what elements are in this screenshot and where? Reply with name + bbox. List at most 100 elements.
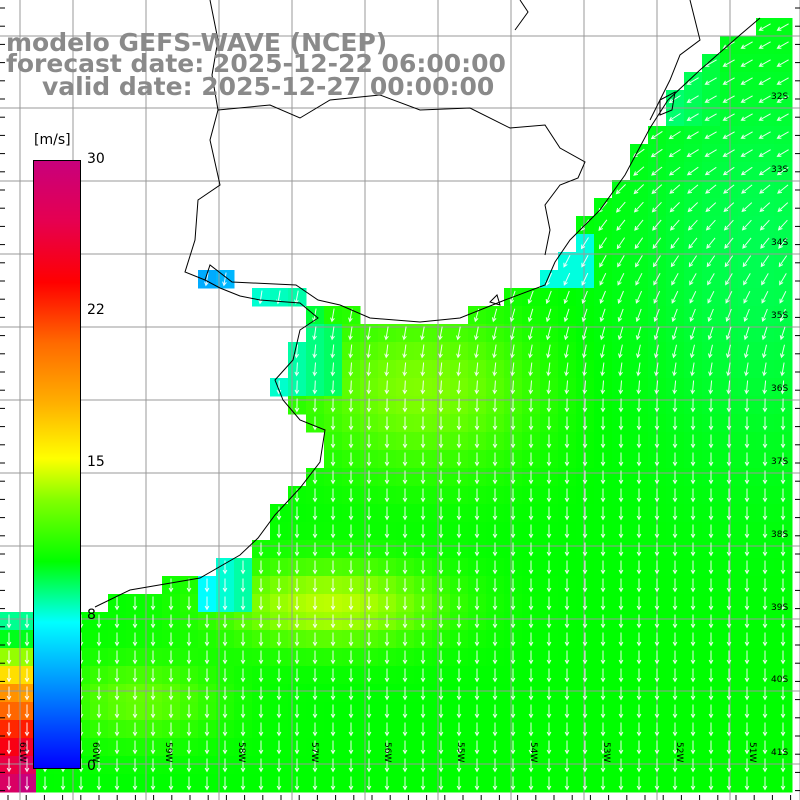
wind-arrow — [456, 740, 462, 755]
wind-arrow — [96, 740, 102, 755]
wind-arrow — [724, 255, 734, 268]
wind-arrow — [686, 95, 699, 103]
wind-arrow — [654, 560, 660, 575]
wind-arrow — [690, 542, 696, 557]
wind-arrow — [564, 452, 570, 467]
wind-arrow — [564, 470, 570, 485]
wind-arrow — [438, 650, 444, 665]
wind-arrow — [722, 166, 735, 176]
wind-arrow — [708, 686, 714, 701]
wind-arrow — [672, 524, 678, 539]
wind-arrow — [686, 131, 699, 139]
wind-arrow — [636, 470, 642, 485]
wind-arrow — [312, 758, 318, 773]
wind-arrow — [366, 380, 372, 395]
wind-arrow — [651, 166, 663, 176]
wind-arrow — [168, 776, 174, 791]
wind-arrow — [618, 344, 623, 359]
wind-arrow — [384, 686, 390, 701]
wind-arrow — [312, 704, 318, 719]
wind-arrow — [366, 398, 372, 413]
wind-arrow — [402, 776, 408, 791]
wind-arrow — [348, 398, 354, 413]
wind-arrow — [564, 704, 570, 719]
wind-arrow — [402, 524, 408, 539]
wind-arrow — [258, 722, 264, 737]
wind-arrow — [726, 686, 732, 701]
wind-arrow — [330, 308, 335, 323]
wind-arrow — [240, 632, 246, 647]
wind-arrow — [114, 614, 120, 629]
wind-arrow — [348, 488, 354, 503]
wind-arrow — [722, 77, 735, 85]
wind-arrow — [546, 362, 551, 377]
wind-arrow — [599, 326, 606, 341]
wind-arrow — [474, 434, 480, 449]
wind-arrow — [384, 416, 390, 431]
wind-arrow — [492, 776, 498, 791]
longitude-label: 53W — [601, 742, 611, 762]
wind-arrow — [779, 326, 786, 341]
wind-arrow — [492, 704, 498, 719]
wind-arrow — [114, 776, 120, 791]
title-forecast-date: forecast date: 2025-12-22 06:00:00 — [6, 49, 506, 78]
wind-arrow — [600, 686, 606, 701]
wind-arrow — [687, 184, 699, 194]
wind-arrow — [600, 704, 606, 719]
wind-arrow — [348, 722, 354, 737]
wind-arrow — [564, 740, 570, 755]
wind-arrow — [456, 614, 462, 629]
wind-arrow — [582, 686, 588, 701]
wind-arrow — [312, 596, 318, 611]
wind-arrow — [780, 614, 786, 629]
coastline-segment — [514, 0, 529, 31]
wind-arrow — [689, 308, 696, 322]
wind-arrow — [776, 149, 789, 157]
wind-arrow — [348, 632, 354, 647]
wind-arrow — [690, 416, 696, 431]
wind-arrow — [779, 290, 787, 304]
wind-arrow — [636, 542, 642, 557]
wind-arrow — [150, 596, 156, 611]
wind-arrow — [618, 362, 623, 377]
wind-arrow — [366, 542, 372, 557]
wind-arrow — [492, 344, 497, 359]
wind-arrow — [384, 632, 390, 647]
wind-arrow — [654, 758, 660, 773]
wind-arrow — [6, 758, 12, 773]
wind-arrow — [704, 131, 717, 139]
wind-arrow — [726, 470, 732, 485]
wind-arrow — [758, 149, 771, 157]
wind-arrow — [636, 578, 642, 593]
wind-arrow — [546, 506, 552, 521]
wind-arrow — [510, 326, 515, 341]
wind-arrow — [708, 380, 714, 395]
wind-arrow — [456, 470, 462, 485]
wind-arrow — [654, 434, 660, 449]
wind-arrow — [528, 596, 534, 611]
wind-arrow — [402, 740, 408, 755]
wind-arrow — [722, 113, 735, 121]
wind-arrow — [740, 149, 753, 157]
wind-arrow — [707, 273, 715, 286]
wind-arrow — [546, 398, 552, 413]
wind-arrow — [222, 596, 228, 611]
wind-arrow — [312, 614, 318, 629]
wind-arrow — [312, 578, 318, 593]
longitude-label: 55W — [455, 742, 465, 762]
wind-arrow — [618, 776, 624, 791]
wind-arrow — [384, 596, 390, 611]
wind-arrow — [348, 542, 354, 557]
wind-arrow — [474, 326, 479, 341]
wind-arrow — [474, 614, 480, 629]
wind-arrow — [618, 686, 624, 701]
wind-arrow — [582, 452, 588, 467]
wind-arrow — [740, 166, 753, 176]
wind-arrow — [312, 632, 318, 647]
wind-arrow — [780, 542, 786, 557]
wind-arrow — [582, 722, 588, 737]
coastline-segment — [489, 294, 501, 306]
wind-arrow — [456, 578, 462, 593]
wind-arrow — [150, 686, 156, 701]
